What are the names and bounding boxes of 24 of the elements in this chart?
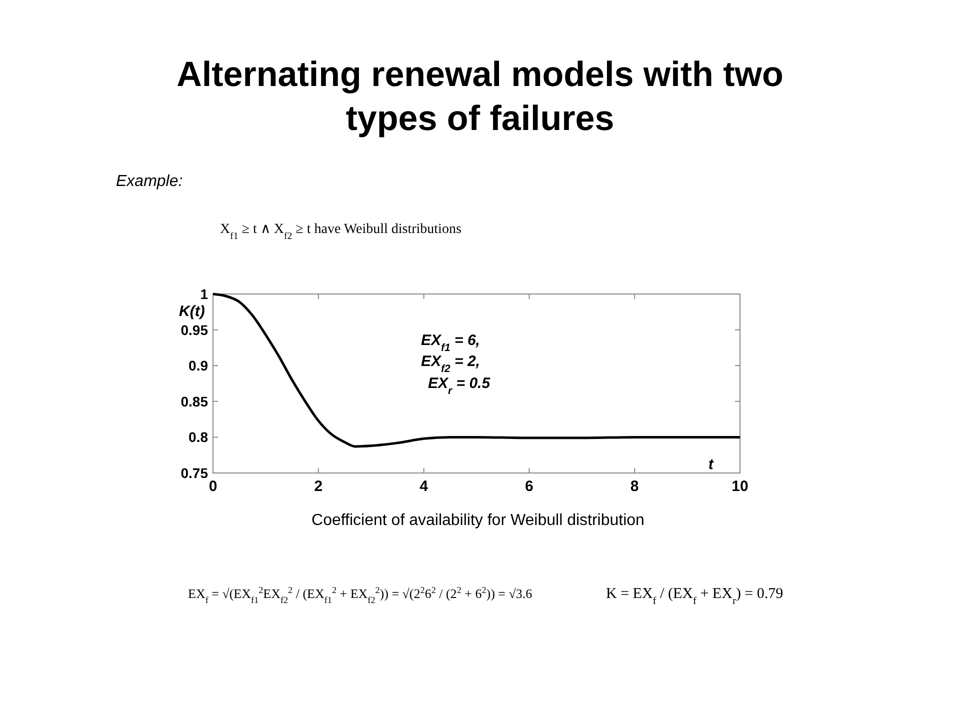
y-axis-title: K(t) (179, 303, 205, 320)
text: X$_{f1}$ ≥ t ∧ X$_{f2}$ ≥ t have Weibull distributions (220, 222, 462, 242)
annotation: EX$_{f1}$ = 6, (421, 332, 480, 354)
chart-subtitle: Example: (116, 173, 183, 190)
x-tick-label: 6 (525, 478, 534, 495)
y-tick-label: 1 (200, 286, 208, 302)
y-tick-label: 0.9 (188, 358, 208, 374)
y-tick-label: 0.75 (180, 465, 208, 481)
x-axis-title: t (708, 456, 714, 473)
y-tick-label: 0.8 (188, 429, 208, 446)
chart-title: Alternating renewal models with two types of failures (176, 55, 784, 138)
line-series (212, 292, 742, 448)
y-tick-label: 0.85 (180, 393, 208, 410)
text: EX$_{f}$ = √(EX$_{f1}$$^{2}$EX$_{f2}$$^{2}$ / (EX$_{f1}$$^{2}$ + EX$_{f2}$$^{2}$)) = √(2$^{2}$6$^{2}$ / (2$^{2}$ + 6$^{2}$)) = √3.6 (188, 585, 532, 605)
x-tick-label: 2 (314, 478, 323, 495)
x-tick-label: 10 (732, 478, 748, 495)
x-tick-label: 4 (420, 478, 429, 495)
annotation: EX$_{r}$ = 0.5 (428, 375, 491, 397)
text: K = EX$_{f}$ / (EX$_{f}$ + EX$_{r}$) = 0.79 (606, 586, 784, 606)
x-tick-label: 8 (630, 478, 639, 495)
x-tick-label: 0 (208, 478, 218, 495)
annotation: EX$_{f2}$ = 2, (421, 353, 480, 375)
text: Coefficient of availability for Weibull distribution (312, 512, 644, 529)
y-tick-label: 0.95 (180, 322, 208, 338)
